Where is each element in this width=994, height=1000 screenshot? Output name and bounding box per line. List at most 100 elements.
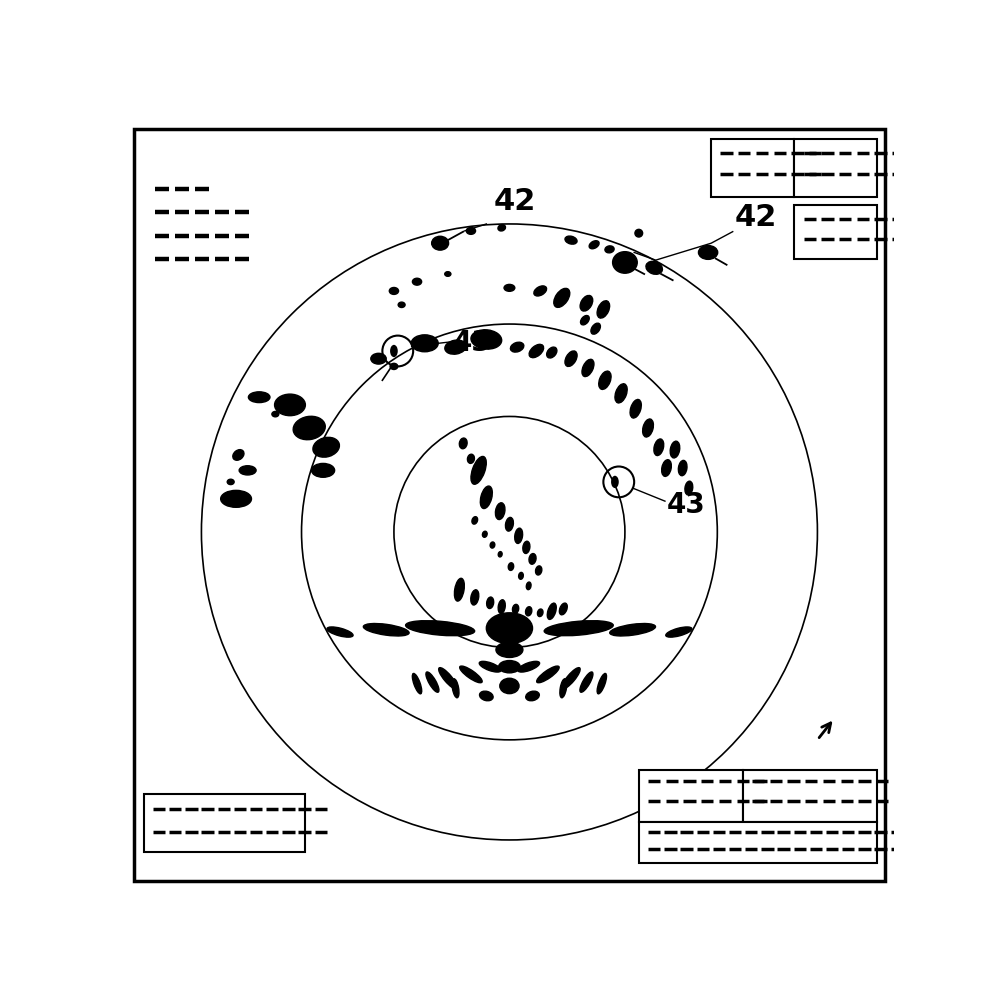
- Ellipse shape: [526, 582, 531, 590]
- Ellipse shape: [565, 236, 578, 244]
- Ellipse shape: [438, 668, 457, 689]
- Bar: [711, 139, 794, 197]
- Ellipse shape: [544, 621, 613, 636]
- Ellipse shape: [526, 607, 532, 616]
- Ellipse shape: [390, 345, 398, 357]
- Ellipse shape: [274, 394, 305, 416]
- Ellipse shape: [547, 347, 557, 358]
- Ellipse shape: [590, 323, 600, 334]
- Ellipse shape: [548, 603, 557, 619]
- Ellipse shape: [272, 411, 278, 417]
- Ellipse shape: [459, 438, 467, 449]
- Ellipse shape: [581, 359, 594, 377]
- Ellipse shape: [496, 642, 523, 657]
- Text: 42: 42: [494, 187, 537, 216]
- Ellipse shape: [487, 597, 494, 609]
- Ellipse shape: [536, 566, 542, 575]
- Ellipse shape: [635, 229, 643, 237]
- Ellipse shape: [508, 563, 514, 570]
- Ellipse shape: [554, 288, 570, 307]
- Ellipse shape: [431, 236, 448, 250]
- Ellipse shape: [412, 335, 438, 352]
- Ellipse shape: [466, 227, 475, 234]
- Ellipse shape: [445, 340, 466, 354]
- Ellipse shape: [513, 604, 519, 614]
- Ellipse shape: [406, 621, 475, 636]
- Ellipse shape: [425, 672, 439, 692]
- Ellipse shape: [471, 590, 479, 605]
- Bar: [144, 794, 305, 852]
- Ellipse shape: [589, 241, 599, 249]
- Ellipse shape: [467, 454, 474, 463]
- Ellipse shape: [511, 342, 524, 352]
- Ellipse shape: [471, 456, 486, 484]
- Ellipse shape: [399, 302, 406, 307]
- Ellipse shape: [495, 503, 505, 520]
- Ellipse shape: [313, 437, 339, 457]
- Text: 43: 43: [667, 491, 706, 519]
- Ellipse shape: [643, 419, 653, 437]
- Bar: [743, 770, 878, 822]
- Ellipse shape: [611, 476, 618, 488]
- Bar: [639, 822, 878, 863]
- Ellipse shape: [482, 531, 487, 537]
- Ellipse shape: [499, 661, 520, 673]
- Bar: [639, 770, 743, 822]
- Ellipse shape: [498, 225, 506, 231]
- Ellipse shape: [327, 627, 353, 637]
- Ellipse shape: [699, 246, 718, 259]
- Ellipse shape: [471, 330, 502, 349]
- Ellipse shape: [526, 691, 540, 701]
- Ellipse shape: [597, 673, 606, 694]
- Ellipse shape: [486, 613, 533, 644]
- Ellipse shape: [598, 371, 611, 389]
- Ellipse shape: [630, 399, 641, 418]
- Ellipse shape: [248, 392, 270, 403]
- Ellipse shape: [562, 668, 580, 689]
- Ellipse shape: [479, 661, 501, 672]
- Ellipse shape: [221, 490, 251, 507]
- Ellipse shape: [580, 295, 592, 311]
- Ellipse shape: [444, 272, 451, 276]
- Ellipse shape: [500, 678, 519, 694]
- Ellipse shape: [654, 439, 664, 456]
- Ellipse shape: [413, 673, 421, 694]
- Ellipse shape: [498, 600, 505, 614]
- Ellipse shape: [560, 603, 568, 615]
- Text: 42: 42: [735, 203, 776, 232]
- Ellipse shape: [364, 624, 410, 636]
- Ellipse shape: [504, 284, 515, 291]
- Ellipse shape: [666, 627, 692, 637]
- Ellipse shape: [518, 661, 540, 672]
- Ellipse shape: [685, 481, 693, 495]
- Ellipse shape: [519, 572, 523, 579]
- Ellipse shape: [529, 554, 536, 564]
- Ellipse shape: [523, 541, 530, 553]
- Ellipse shape: [615, 384, 627, 403]
- Ellipse shape: [228, 479, 235, 485]
- Text: 43: 43: [453, 329, 492, 357]
- Ellipse shape: [240, 466, 256, 475]
- Ellipse shape: [293, 416, 325, 440]
- Ellipse shape: [371, 353, 387, 364]
- Ellipse shape: [670, 441, 680, 458]
- Ellipse shape: [472, 517, 478, 524]
- Ellipse shape: [560, 679, 567, 698]
- Ellipse shape: [479, 691, 493, 701]
- Ellipse shape: [413, 278, 421, 285]
- Ellipse shape: [459, 666, 482, 683]
- Ellipse shape: [390, 363, 398, 369]
- Ellipse shape: [565, 351, 578, 366]
- Ellipse shape: [537, 666, 560, 683]
- Ellipse shape: [529, 344, 544, 358]
- Ellipse shape: [605, 246, 614, 253]
- Ellipse shape: [538, 609, 543, 617]
- Ellipse shape: [390, 287, 399, 294]
- Bar: [794, 139, 878, 197]
- Ellipse shape: [480, 486, 492, 509]
- Ellipse shape: [662, 460, 671, 476]
- Ellipse shape: [490, 542, 495, 548]
- Ellipse shape: [515, 528, 523, 543]
- Ellipse shape: [580, 672, 593, 692]
- Ellipse shape: [678, 460, 687, 476]
